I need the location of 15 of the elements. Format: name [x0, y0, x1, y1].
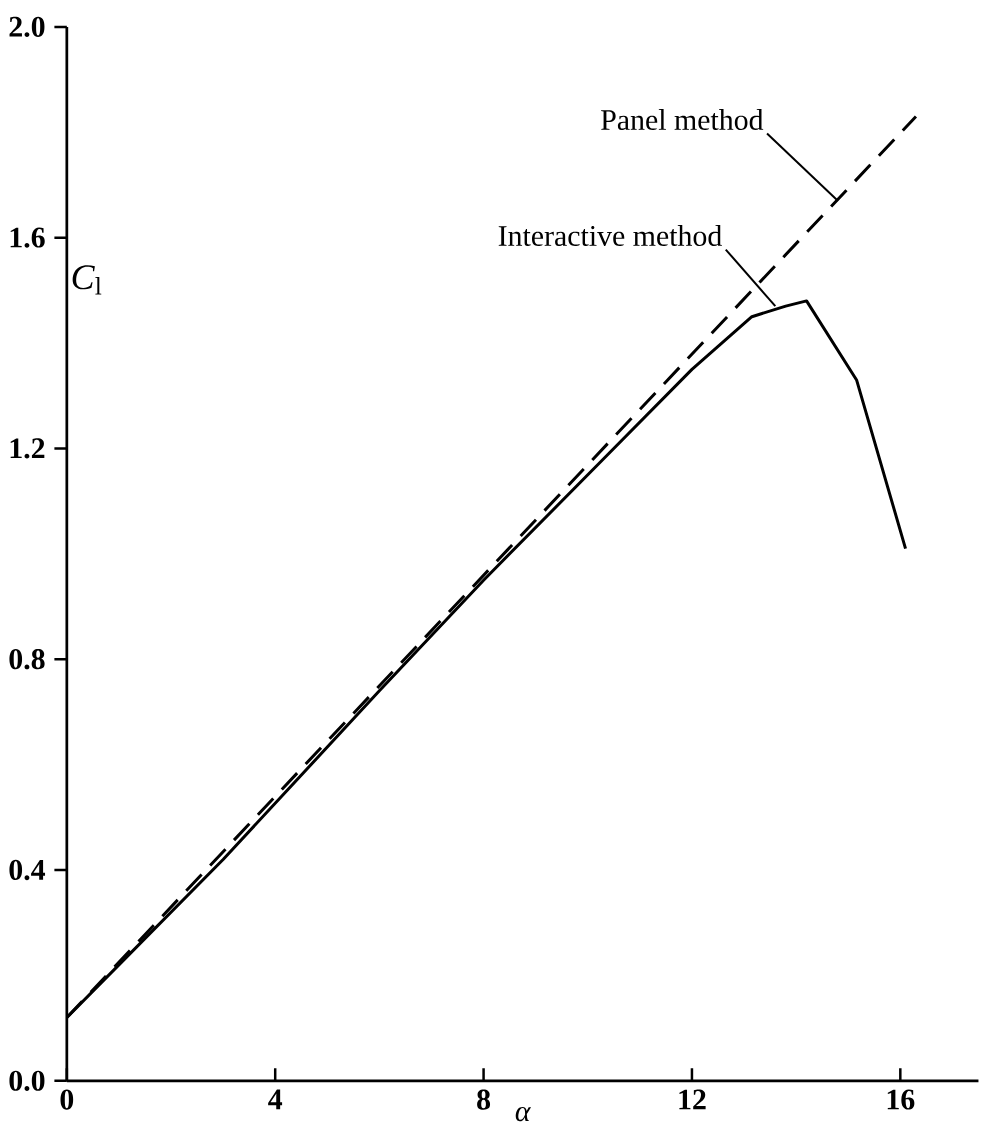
y-tick-label: 0.0 [9, 1070, 45, 1091]
y-tick-label: 0.4 [9, 859, 46, 881]
y-tick-label: 1.6 [10, 227, 45, 248]
x-tick-label: 16 [887, 1089, 915, 1110]
y-tick-label: 1.2 [10, 438, 45, 459]
y-tick-label: 0.8 [9, 649, 45, 670]
annotation: Panel method [601, 109, 764, 131]
y-axis-title: C$_{l}$ [72, 265, 102, 295]
x-tick-label: 8 [477, 1089, 491, 1110]
x-tick-label: 4 [268, 1089, 283, 1110]
y-tick-label: 2.0 [9, 16, 45, 38]
x-tick-label: 12 [679, 1089, 706, 1110]
x-axis-title: α [515, 1106, 532, 1122]
annotation: Interactive method [498, 225, 723, 247]
x-tick-label: 0 [60, 1089, 74, 1110]
